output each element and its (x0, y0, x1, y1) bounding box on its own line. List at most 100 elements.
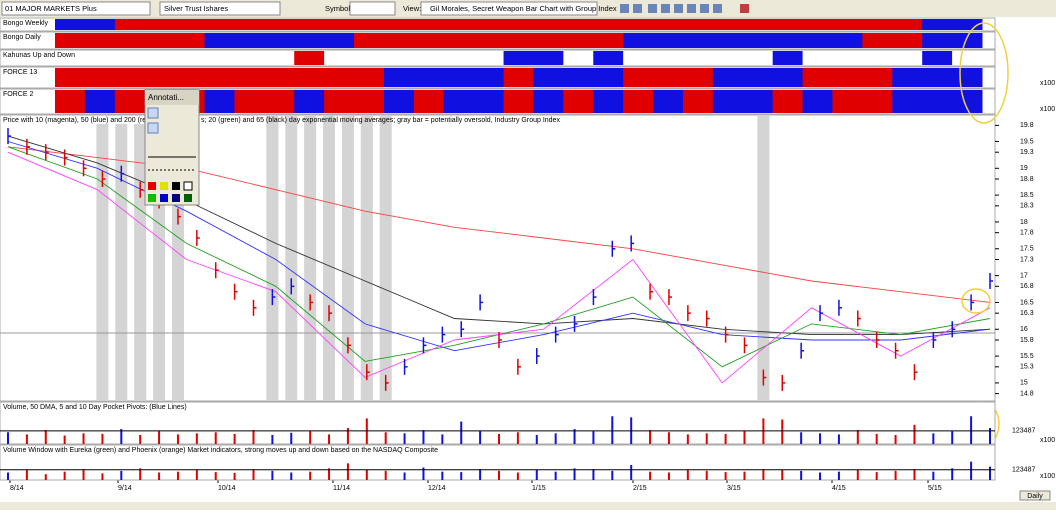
price-bar (290, 278, 295, 295)
color-swatch[interactable] (183, 181, 193, 191)
volume-bar (63, 435, 66, 444)
strip-block (114, 68, 146, 87)
color-swatch[interactable] (148, 182, 156, 190)
strip-block (742, 90, 774, 113)
icon[interactable] (740, 4, 749, 13)
price-bar (762, 369, 767, 386)
icon[interactable] (687, 4, 696, 13)
strip-block (832, 51, 863, 65)
strip-block (114, 90, 146, 113)
color-swatch[interactable] (160, 194, 168, 202)
color-swatch[interactable] (160, 182, 168, 190)
toolbar-icons (620, 4, 749, 13)
strip-block (802, 19, 833, 30)
color-swatch[interactable] (148, 194, 156, 202)
strip-block (204, 68, 235, 87)
volume-bar (176, 434, 179, 444)
tool[interactable] (147, 107, 159, 119)
price-bar (45, 144, 49, 161)
volume-bar (781, 419, 784, 444)
color-swatch[interactable] (172, 194, 180, 202)
price-title: Price with 10 (magenta), 50 (blue) and 2… (3, 117, 168, 124)
price-bar (649, 283, 654, 300)
strip-label: FORCE 13 (3, 69, 37, 76)
price-bar (460, 321, 465, 338)
volume-bar (233, 472, 236, 480)
volume-bar (781, 470, 784, 480)
volume-bar (346, 428, 349, 444)
status-bar (0, 502, 1056, 510)
icon[interactable] (713, 4, 722, 13)
volume-bar (875, 433, 878, 444)
strip-block (324, 19, 355, 30)
volume-bar (101, 473, 104, 480)
icon[interactable] (700, 4, 709, 13)
strip-block (324, 90, 355, 113)
volume-bar (44, 430, 47, 444)
volume-bar (989, 428, 991, 444)
color-swatch[interactable] (172, 182, 180, 190)
x-tick-label: 12/14 (428, 485, 446, 492)
strip-block (952, 90, 983, 113)
strip-block (892, 19, 923, 30)
y-tick-label: 18.3 (1020, 203, 1034, 210)
y-tick-label: 16.8 (1020, 283, 1034, 290)
security-name: Silver Trust Ishares (164, 4, 228, 13)
strip-block (55, 90, 86, 113)
strip-block (443, 19, 475, 30)
icon[interactable] (633, 4, 642, 13)
volume-bar (856, 430, 859, 444)
icon[interactable] (674, 4, 683, 13)
color-swatch[interactable] (184, 194, 192, 202)
strip-block (623, 51, 654, 65)
price-bar (800, 342, 805, 359)
tool[interactable] (147, 122, 159, 134)
volume-bar (101, 433, 104, 444)
y-tick-label: 19.8 (1020, 122, 1034, 129)
strip-block (114, 19, 146, 30)
strip-label: Kahunas Up and Down (3, 52, 75, 59)
strip-block (892, 90, 923, 113)
price-bar (932, 331, 937, 348)
y-tick-label: 17.3 (1020, 256, 1034, 263)
strip-block (862, 19, 893, 30)
icon[interactable] (620, 4, 629, 13)
y-tick-label: 14.8 (1020, 390, 1034, 397)
security-dropdown[interactable] (159, 1, 281, 16)
volume-bar (535, 470, 538, 480)
strip-block (533, 68, 564, 87)
x-tick-label: 4/15 (832, 485, 846, 492)
y-tick-label: 19.3 (1020, 149, 1034, 156)
icon[interactable] (648, 4, 657, 13)
interval-button[interactable] (1019, 490, 1051, 501)
view-dropdown[interactable] (420, 1, 598, 16)
volume-bar (554, 433, 557, 444)
strip-block (952, 51, 983, 65)
volume-bar (913, 424, 916, 444)
volume-bar (441, 471, 444, 480)
strip-block (533, 19, 564, 30)
price-bar (7, 128, 11, 145)
strip-block (832, 33, 863, 48)
strip-block (503, 90, 534, 113)
strip-block (324, 51, 355, 65)
strip-block (204, 33, 235, 48)
price-bar (894, 342, 899, 359)
volume-bar (25, 470, 28, 480)
y-tick-label: 18.8 (1020, 176, 1034, 183)
oversold-bar (757, 116, 770, 400)
strip-block (862, 68, 893, 87)
strip-label-bg (1, 33, 55, 41)
volume-bar (686, 470, 689, 480)
strip-block (234, 90, 265, 113)
volume-bar (195, 433, 198, 444)
icon[interactable] (661, 4, 670, 13)
list-dropdown[interactable] (1, 1, 151, 16)
volume-bar (875, 472, 878, 480)
volume-bar (7, 432, 9, 444)
strip-block (503, 33, 534, 48)
strip-block (473, 51, 505, 65)
strip-block (55, 33, 86, 48)
x-tick-label: 8/14 (10, 485, 24, 492)
symbol-input[interactable] (349, 1, 396, 16)
